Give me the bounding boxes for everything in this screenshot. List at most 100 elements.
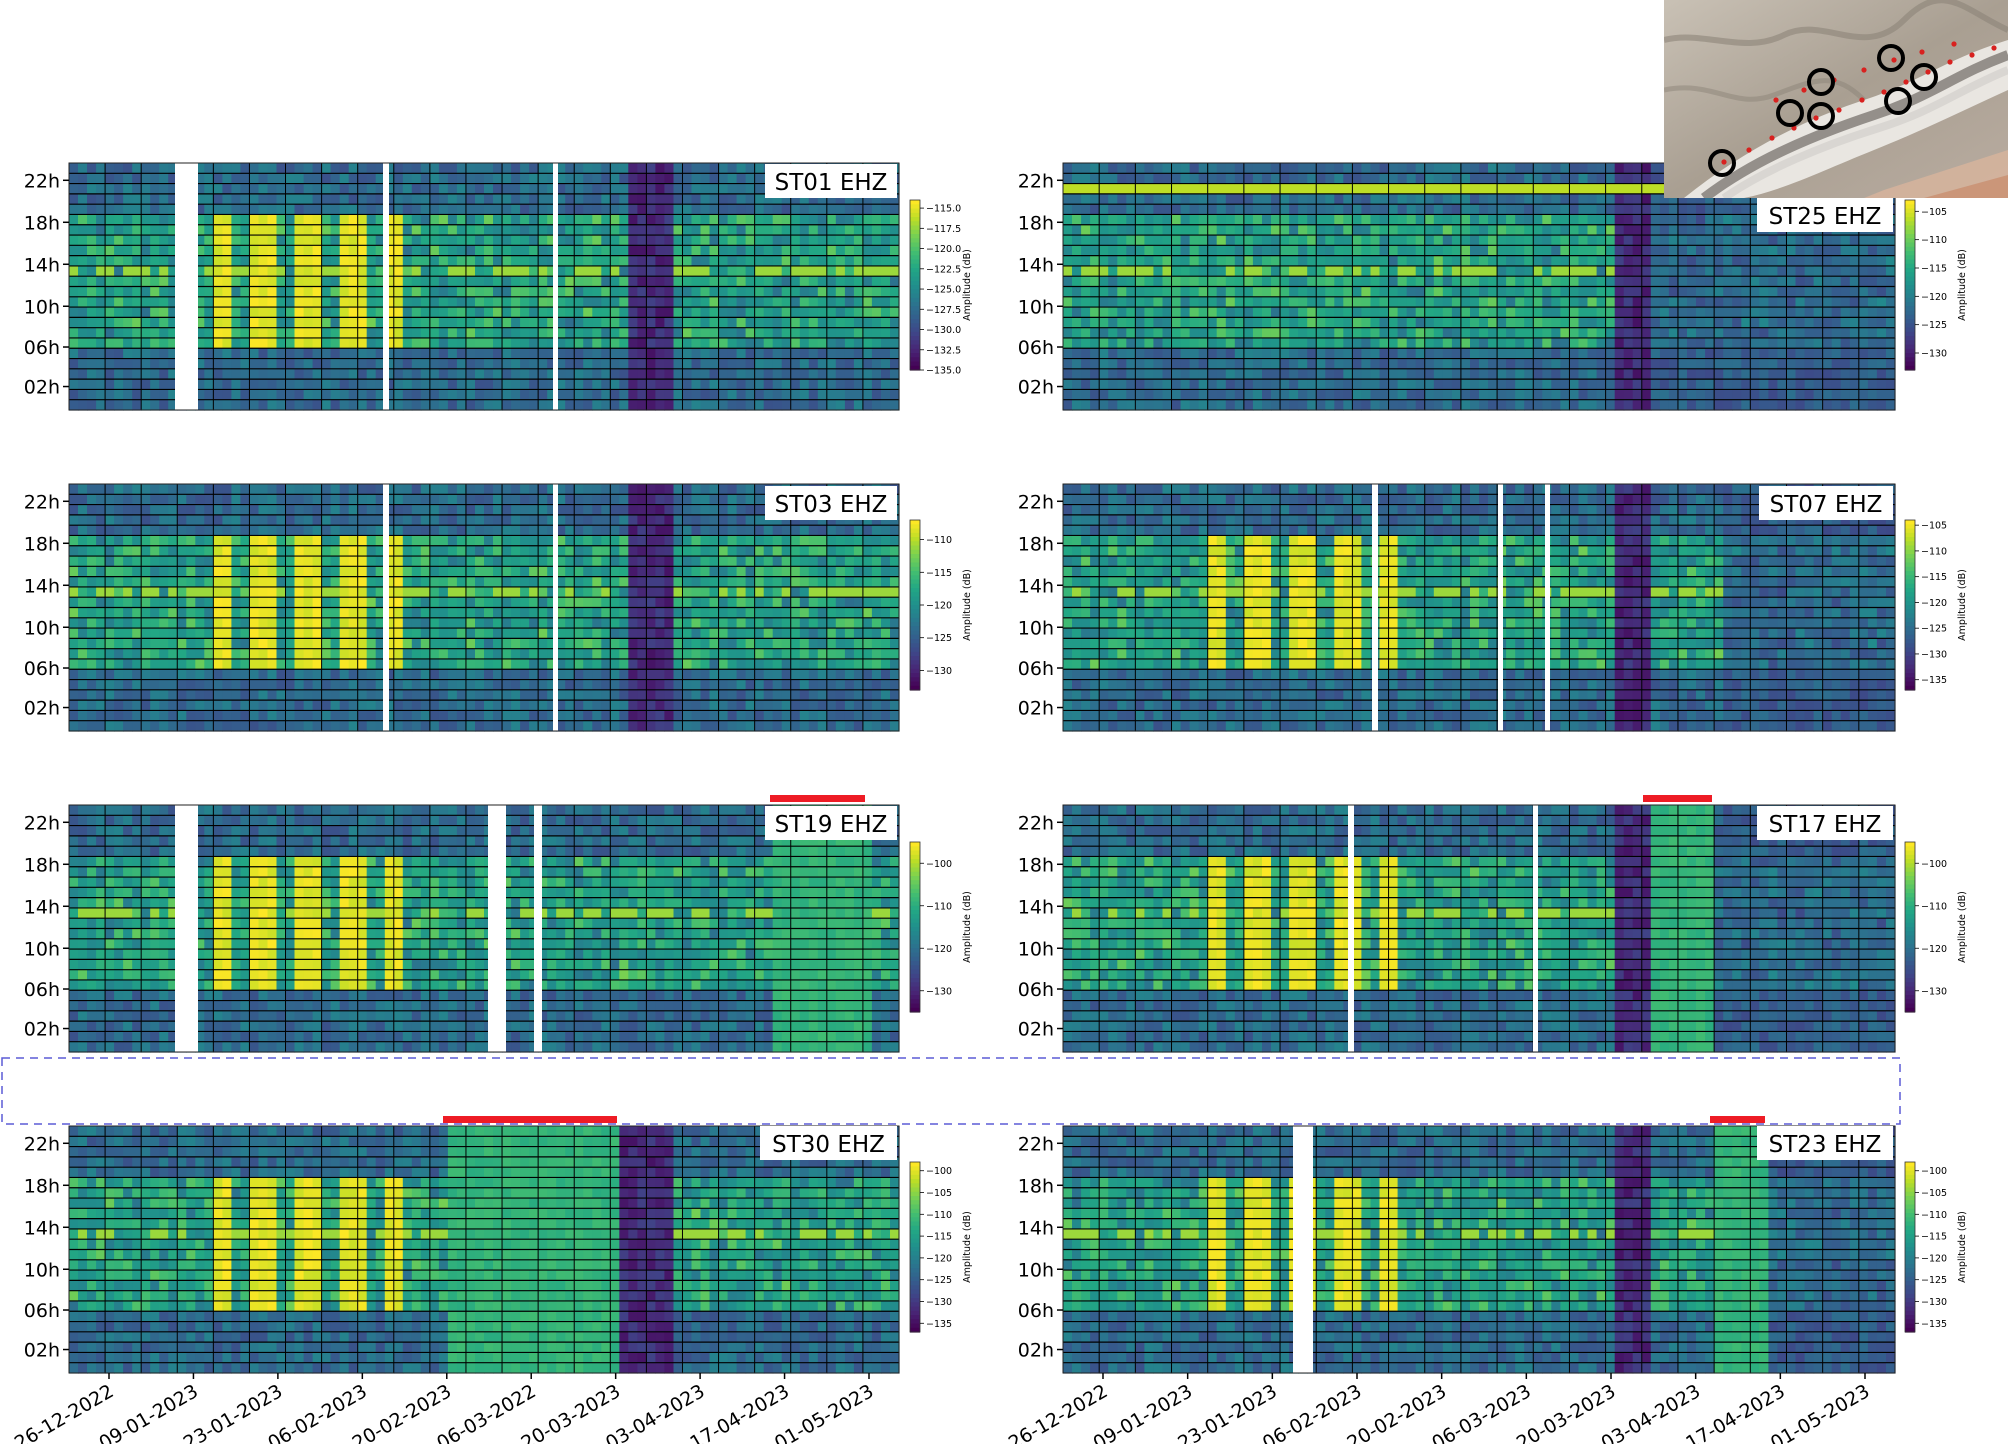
heatmap-cell bbox=[862, 358, 873, 370]
heatmap-cell bbox=[1325, 183, 1335, 195]
heatmap-cell bbox=[826, 296, 837, 308]
heatmap-cell bbox=[1497, 358, 1507, 370]
heatmap-cell bbox=[1569, 193, 1579, 205]
heatmap-cell bbox=[1587, 224, 1598, 236]
heatmap-cell bbox=[1759, 245, 1769, 257]
heatmap-cell bbox=[583, 338, 593, 349]
heatmap-cell bbox=[754, 379, 765, 390]
heatmap-cell bbox=[1849, 265, 1860, 277]
heatmap-cell bbox=[890, 307, 900, 318]
heatmap-cell bbox=[159, 504, 169, 516]
heatmap-cell bbox=[1063, 193, 1073, 205]
heatmap-cell bbox=[1506, 317, 1516, 329]
heatmap-cell bbox=[565, 214, 575, 226]
heatmap-cell bbox=[529, 358, 539, 370]
heatmap-cell bbox=[520, 235, 530, 246]
heatmap-cell bbox=[1668, 399, 1679, 411]
heatmap-cell bbox=[1741, 204, 1751, 216]
heatmap-cell bbox=[1822, 286, 1833, 298]
heatmap-cell bbox=[339, 317, 350, 329]
heatmap-cell bbox=[475, 348, 485, 360]
heatmap-cell bbox=[141, 494, 151, 506]
heatmap-cell bbox=[745, 214, 756, 226]
heatmap-cell bbox=[1207, 338, 1218, 349]
colorbar-step bbox=[1905, 263, 1915, 269]
heatmap-cell bbox=[628, 327, 638, 339]
heatmap-cell bbox=[1180, 389, 1191, 401]
heatmap-cell bbox=[1678, 235, 1688, 246]
heatmap-cell bbox=[1759, 276, 1769, 288]
heatmap-cell bbox=[186, 514, 196, 526]
heatmap-cell bbox=[682, 296, 693, 308]
heatmap-cell bbox=[1714, 286, 1724, 298]
heatmap-cell bbox=[1442, 379, 1453, 390]
heatmap-cell bbox=[1822, 358, 1833, 370]
heatmap-cell bbox=[1388, 183, 1399, 195]
heatmap-cell bbox=[1424, 204, 1435, 216]
heatmap-cell bbox=[393, 327, 404, 339]
heatmap-cell bbox=[1415, 193, 1426, 205]
heatmap-cell bbox=[1569, 348, 1579, 360]
heatmap-cell bbox=[1442, 276, 1453, 288]
heatmap-cell bbox=[610, 245, 620, 257]
heatmap-cell bbox=[1451, 173, 1462, 185]
heatmap-cell bbox=[1289, 183, 1299, 195]
heatmap-cell bbox=[1560, 358, 1570, 370]
heatmap-cell bbox=[222, 327, 232, 339]
heatmap-cell bbox=[1280, 204, 1290, 216]
heatmap-cell bbox=[601, 183, 611, 195]
heatmap-cell bbox=[1216, 317, 1227, 329]
heatmap-cell bbox=[456, 235, 467, 246]
heatmap-cell bbox=[1460, 399, 1471, 411]
heatmap-cell bbox=[1189, 163, 1200, 174]
heatmap-cell bbox=[1162, 358, 1173, 370]
heatmap-cell bbox=[141, 358, 151, 370]
heatmap-cell bbox=[1732, 255, 1742, 267]
heatmap-cell bbox=[411, 235, 422, 246]
heatmap-cell bbox=[150, 679, 160, 691]
heatmap-cell bbox=[1641, 214, 1652, 226]
heatmap-cell bbox=[1515, 265, 1525, 277]
heatmap-cell bbox=[1551, 214, 1561, 226]
heatmap-cell bbox=[466, 317, 476, 329]
heatmap-cell bbox=[1406, 245, 1417, 257]
heatmap-cell bbox=[87, 338, 97, 349]
heatmap-cell bbox=[132, 617, 142, 629]
heatmap-cell bbox=[1207, 235, 1218, 246]
heatmap-cell bbox=[1524, 348, 1534, 360]
heatmap-cell bbox=[114, 617, 124, 629]
heatmap-cell bbox=[736, 276, 747, 288]
heatmap-cell bbox=[772, 389, 783, 401]
heatmap-cell bbox=[1560, 348, 1570, 360]
heatmap-cell bbox=[1135, 379, 1145, 390]
heatmap-cell bbox=[556, 265, 566, 277]
heatmap-cell bbox=[727, 317, 738, 329]
heatmap-cell bbox=[574, 379, 584, 390]
heatmap-cell bbox=[601, 214, 611, 226]
heatmap-cell bbox=[1325, 235, 1335, 246]
heatmap-cell bbox=[258, 389, 269, 401]
heatmap-cell bbox=[438, 399, 449, 411]
heatmap-cell bbox=[1578, 276, 1589, 288]
heatmap-cell bbox=[1569, 307, 1579, 318]
heatmap-cell bbox=[565, 204, 575, 216]
heatmap-cell bbox=[420, 307, 431, 318]
heatmap-cell bbox=[78, 193, 88, 205]
heatmap-cell bbox=[682, 214, 693, 226]
heatmap-cell bbox=[168, 710, 178, 722]
heatmap-cell bbox=[1596, 389, 1607, 401]
heatmap-cell bbox=[1397, 327, 1408, 339]
heatmap-cell bbox=[1460, 183, 1471, 195]
heatmap-cell bbox=[1271, 173, 1281, 185]
heatmap-cell bbox=[1560, 224, 1570, 236]
heatmap-cell bbox=[583, 224, 593, 236]
heatmap-cell bbox=[637, 255, 647, 267]
heatmap-cell bbox=[105, 276, 115, 288]
heatmap-cell bbox=[799, 286, 810, 298]
heatmap-cell bbox=[105, 379, 115, 390]
heatmap-cell bbox=[1596, 327, 1607, 339]
heatmap-cell bbox=[1135, 338, 1145, 349]
heatmap-cell bbox=[1451, 245, 1462, 257]
heatmap-cell bbox=[1759, 265, 1769, 277]
heatmap-cell bbox=[114, 235, 124, 246]
